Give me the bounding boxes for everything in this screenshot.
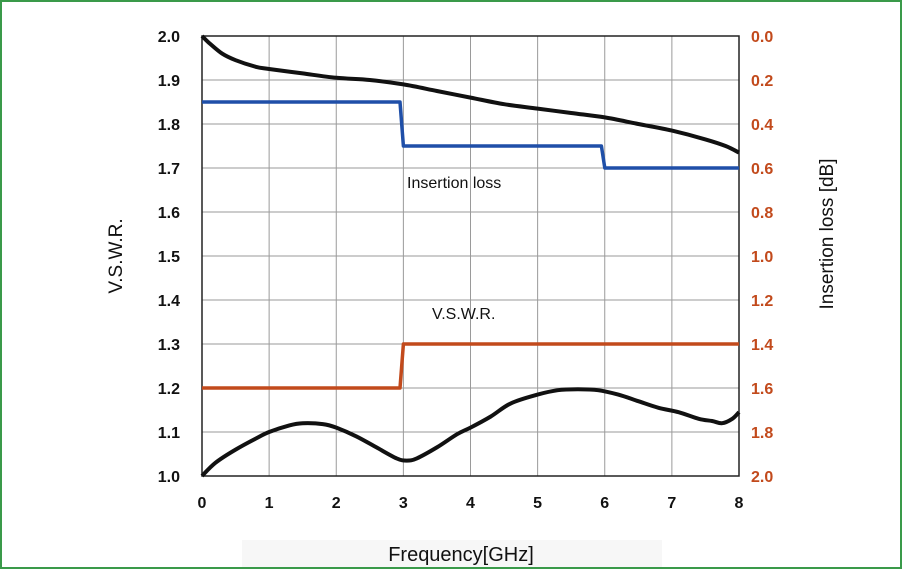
x-tick-label: 0 bbox=[198, 495, 207, 512]
left-tick-label: 1.6 bbox=[158, 205, 180, 222]
right-tick-label: 0.0 bbox=[751, 29, 773, 46]
left-tick-label: 1.5 bbox=[158, 249, 180, 266]
right-tick-label: 2.0 bbox=[751, 469, 773, 486]
vswr-limit-line bbox=[202, 342, 739, 390]
left-tick-label: 1.2 bbox=[158, 381, 180, 398]
left-tick-label: 1.9 bbox=[158, 73, 180, 90]
x-tick-label: 4 bbox=[466, 495, 475, 512]
left-tick-label: 2.0 bbox=[158, 29, 180, 46]
x-tick-label: 7 bbox=[667, 495, 676, 512]
vswr-annotation: V.S.W.R. bbox=[432, 306, 495, 323]
xlabel-backdrop bbox=[242, 540, 662, 567]
plot-area-border bbox=[201, 35, 740, 477]
right-tick-label: 1.0 bbox=[751, 249, 773, 266]
x-tick-label: 1 bbox=[265, 495, 274, 512]
right-tick-label: 1.4 bbox=[751, 337, 773, 354]
x-tick-label: 2 bbox=[332, 495, 341, 512]
right-axis-title: Insertion loss [dB] bbox=[817, 158, 838, 309]
vswr-measured-curve bbox=[200, 387, 741, 478]
left-tick-label: 1.1 bbox=[158, 425, 180, 442]
right-tick-label: 0.6 bbox=[751, 161, 773, 178]
right-tick-label: 0.2 bbox=[751, 73, 773, 90]
left-axis-title: V.S.W.R. bbox=[106, 218, 127, 293]
insertion-loss-annotation: Insertion loss bbox=[407, 175, 501, 192]
left-tick-label: 1.7 bbox=[158, 161, 180, 178]
left-tick-label: 1.0 bbox=[158, 469, 180, 486]
right-tick-label: 1.2 bbox=[751, 293, 773, 310]
right-axis-tick-labels: 2.0 1.8 1.6 1.4 1.2 1.0 0.8 0.6 0.4 0.2 0.0 bbox=[751, 29, 773, 486]
insertion-loss-measured-curve bbox=[200, 34, 740, 155]
left-tick-label: 1.8 bbox=[158, 117, 180, 134]
right-tick-label: 0.8 bbox=[751, 205, 773, 222]
left-axis-tick-labels: 1.0 1.1 1.2 1.3 1.4 1.5 1.6 1.7 1.8 1.9 2.0 bbox=[158, 29, 180, 486]
x-tick-label: 6 bbox=[600, 495, 609, 512]
right-tick-label: 0.4 bbox=[751, 117, 773, 134]
x-tick-label: 5 bbox=[533, 495, 542, 512]
left-tick-label: 1.3 bbox=[158, 337, 180, 354]
right-tick-label: 1.8 bbox=[751, 425, 773, 442]
insertion-loss-limit-line bbox=[202, 100, 739, 170]
x-tick-label: 3 bbox=[399, 495, 408, 512]
left-tick-label: 1.4 bbox=[158, 293, 180, 310]
x-tick-label: 8 bbox=[735, 495, 744, 512]
grid bbox=[202, 36, 739, 476]
x-axis-tick-labels: 0 1 2 3 4 5 6 7 8 bbox=[198, 495, 744, 512]
right-tick-label: 1.6 bbox=[751, 381, 773, 398]
x-axis-title: Frequency[GHz] bbox=[388, 544, 534, 566]
series-group bbox=[200, 34, 741, 478]
